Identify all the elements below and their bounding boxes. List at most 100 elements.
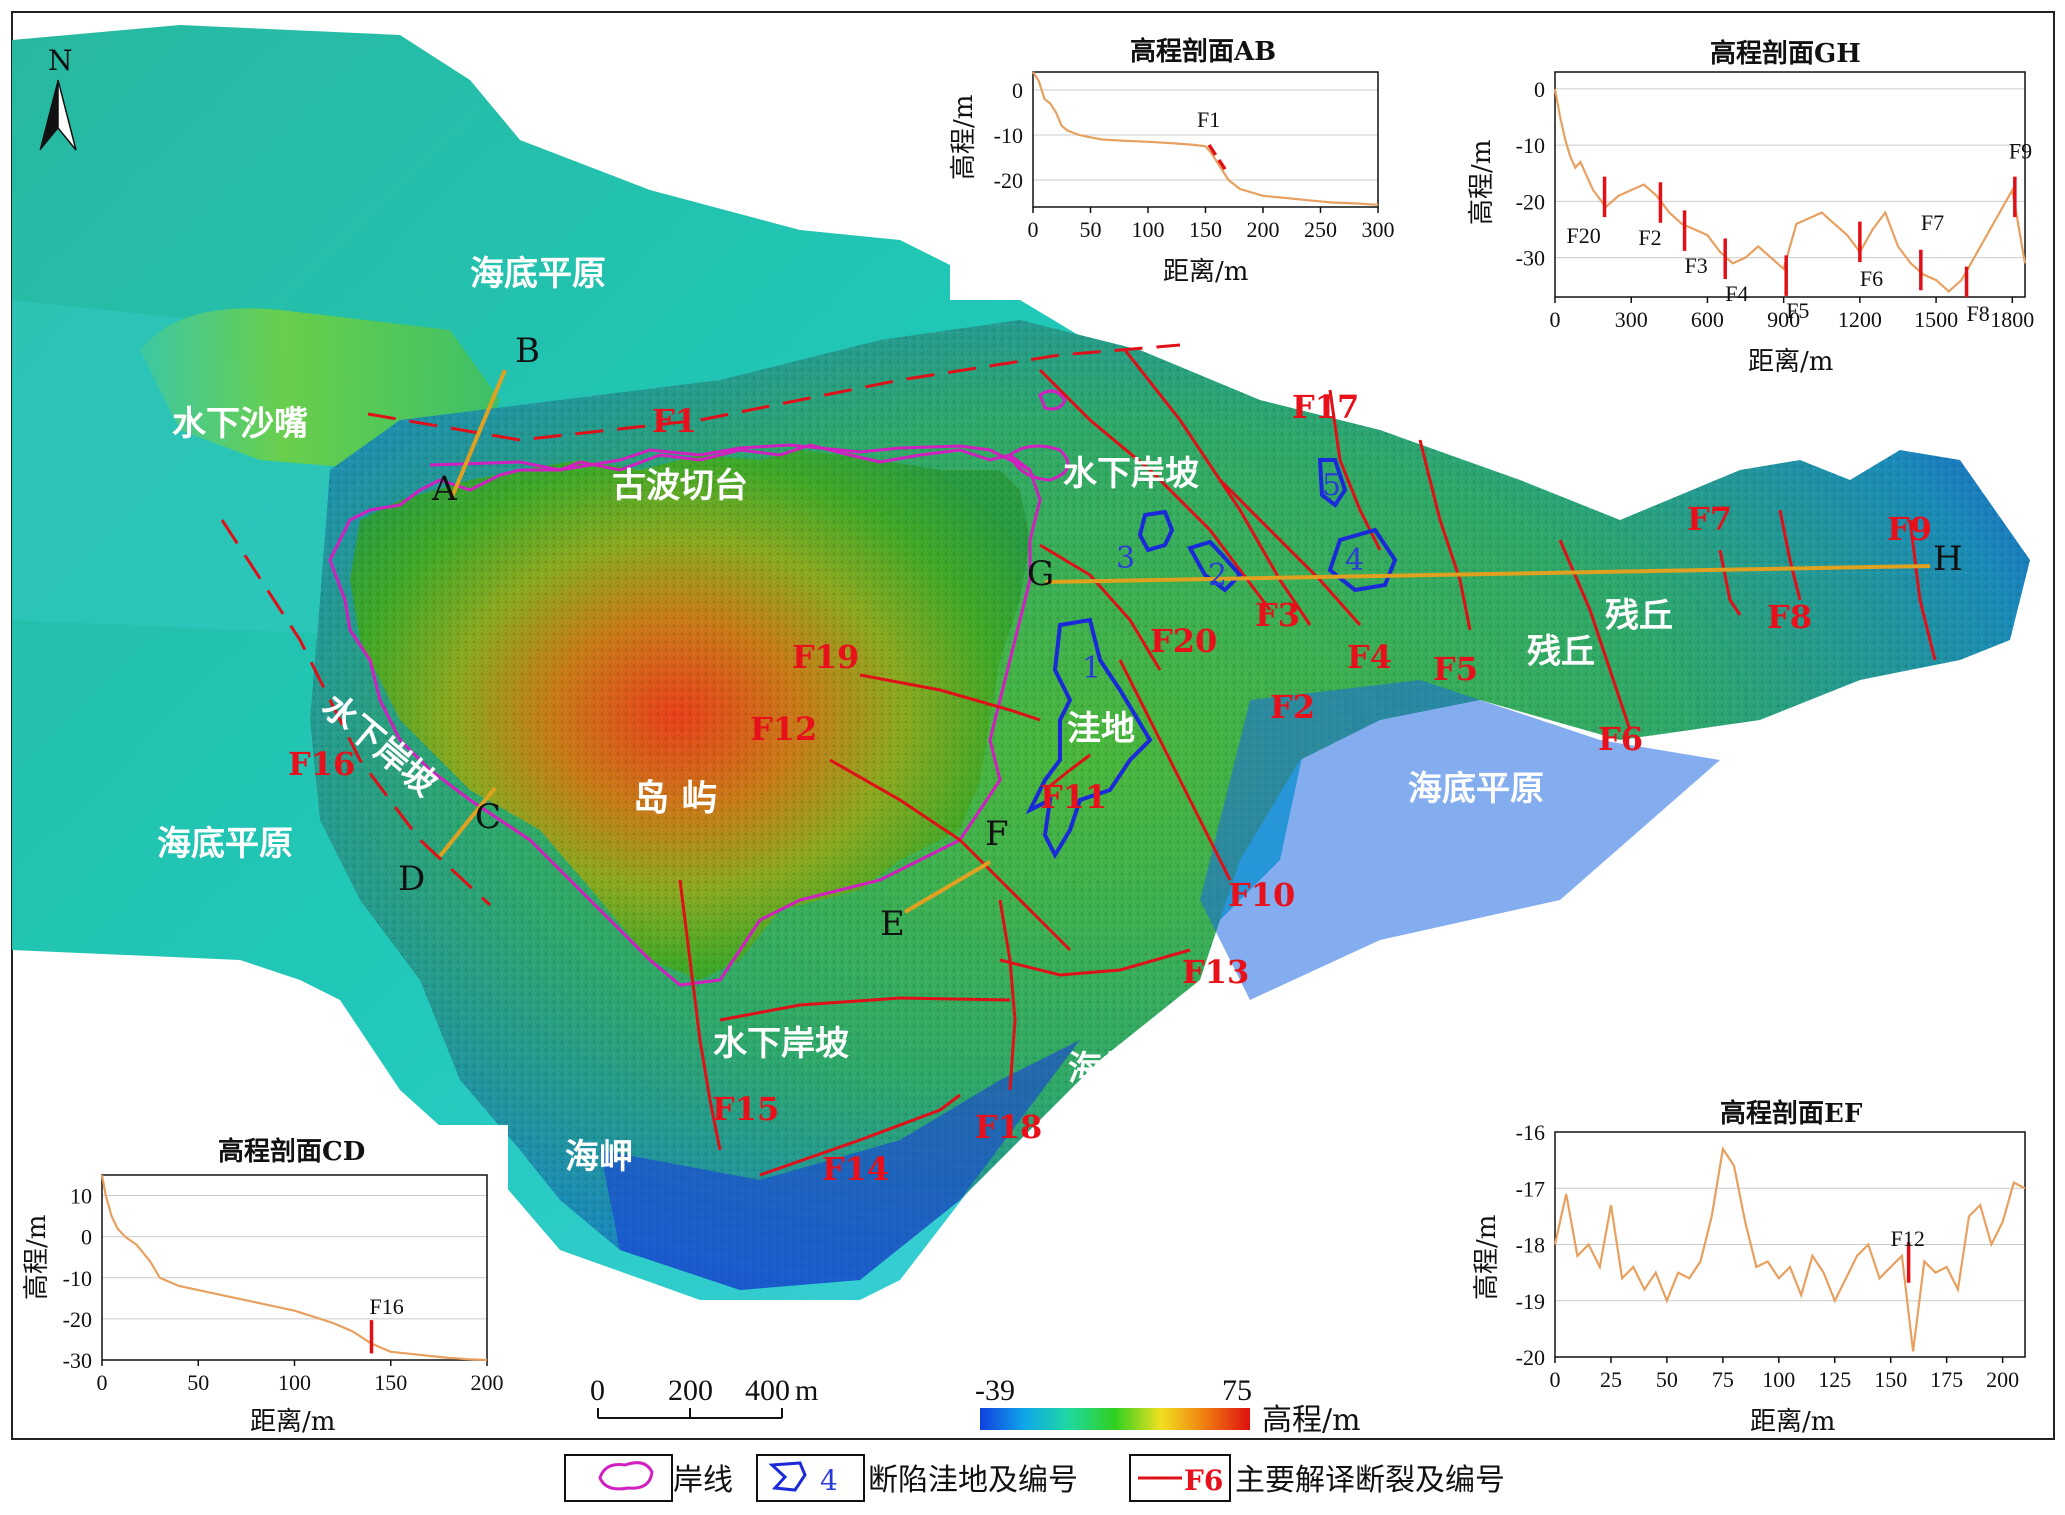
deep-basin-south [600,1040,1080,1290]
label-cape-south: 海岬 [1068,1049,1136,1089]
plot-frame-gh [1554,71,2026,298]
coastline-islet-1 [1008,444,1070,482]
inset-profile-cd: 高程剖面CD 距离/m 高程/m [18,1125,508,1437]
inset-profile-ab: 高程剖面AB 距离/m 高程/m [949,30,1410,300]
colorbar-max: 75 [1222,1374,1252,1407]
fault-f11 [1044,753,1091,792]
depression-2 [1187,539,1243,593]
chart-ef: -16 -17 -18 -19 -200 25 50 75 100 125 150 175 200 F12 [1516,1120,2026,1392]
elevation-colorbar: -39 75 高程/m [975,1374,1361,1438]
xtick-gh: 1500 [1914,307,1958,332]
label-plain-west: 海底平原 [157,824,293,864]
fault-label-f16: F16 [288,745,355,783]
north-label: N [48,44,73,77]
scale-bar: 0 200 400 m [590,1374,818,1419]
xtick-gh: 1200 [1838,307,1882,332]
fault-label-f7: F7 [1687,500,1732,538]
legend-coastline-label: 岸线 [673,1463,733,1498]
inset-gh-ylabel: 高程/m [1467,140,1497,225]
fault-label-f10: F10 [1228,876,1295,914]
island-texture [350,450,1030,980]
inset-gh-title: 高程剖面GH [1710,38,1861,69]
depression-label-5: 5 [1322,468,1341,503]
xtick-cd: 50 [187,1370,209,1395]
chart-gh: 0 -10 -20 -30 0 300 600 900 1200 1500 1800 F20 F2 F3 F… [1516,71,2034,332]
xtick-ab: 0 [1028,217,1039,242]
fault-f16 [220,519,492,907]
fault-label-f1: F1 [652,402,697,440]
fault-label-f13: F13 [1182,953,1249,991]
xtick-gh: 900 [1767,307,1800,332]
inset-gh-xlabel: 距离/m [1748,347,1833,377]
xtick-cd: 100 [278,1370,311,1395]
ytick-cd: -20 [63,1307,92,1332]
profile-fault-label-ab-f1: F1 [1197,107,1220,132]
depression-label-4: 4 [1345,543,1364,578]
fault-label-f18: F18 [975,1108,1042,1146]
depression-outlines [1025,458,1398,860]
legend-depression-number: 4 [820,1464,838,1497]
point-b: B [515,331,540,371]
fault-f7 [1718,549,1742,616]
fault-label-f17: F17 [1292,388,1359,426]
ytick-cd: 0 [81,1225,92,1250]
ytick-ab: -10 [994,123,1023,148]
label-plain-north: 海底平原 [470,254,606,294]
label-slope-south: 水下岸坡 [713,1024,849,1064]
xtick-gh: 0 [1550,307,1561,332]
xtick-gh: 300 [1615,307,1648,332]
profile-fault-label-gh-f6: F6 [1860,266,1883,291]
legend-depression-icon [768,1461,807,1492]
point-e: E [880,904,905,944]
profile-fault-label-gh-f9: F9 [2009,139,2032,164]
xtick-ef: 100 [1762,1367,1795,1392]
fault-f8 [1778,509,1802,601]
profile-fault-label-gh-f4: F4 [1725,281,1748,306]
fault-label-f6: F6 [1598,720,1643,758]
ytick-ef: -19 [1516,1289,1545,1314]
profile-fault-label-cd-f16: F16 [370,1294,404,1319]
xtick-cd: 200 [471,1370,504,1395]
depression-4 [1327,527,1398,593]
profile-fault-label-gh-f20: F20 [1567,223,1601,248]
fault-label-f4: F4 [1347,638,1392,676]
label-residual-1: 残丘 [1605,596,1673,636]
xtick-ab: 150 [1189,217,1222,242]
label-spit: 水下沙嘴 [172,404,308,444]
fault-label-f11: F11 [1040,778,1107,816]
inset-ef-ylabel: 高程/m [1472,1215,1502,1300]
inset-ab-ylabel: 高程/m [949,95,979,180]
ytick-ef: -18 [1516,1233,1545,1258]
legend-fault-number: F6 [1184,1464,1223,1497]
fault-f1 [367,343,1181,442]
fault-label-f8: F8 [1767,598,1812,636]
label-slope-ne: 水下岸坡 [1063,454,1199,494]
fault-f6 [1558,539,1632,731]
fault-label-f14: F14 [822,1150,889,1188]
inset-cd-ylabel: 高程/m [22,1215,52,1300]
depression-5 [1317,458,1348,508]
ytick-cd: -10 [63,1266,92,1291]
coastline-islet-2 [1038,389,1067,411]
xtick-gh: 600 [1691,307,1724,332]
section-point-labels: A B C D E F G H [398,331,1963,944]
section-cd [438,786,497,858]
coastline [328,443,1042,987]
xtick-ef: 150 [1874,1367,1907,1392]
ytick-gh: -20 [1516,189,1545,214]
fault-label-f20: F20 [1150,622,1217,660]
fault-f5 [1418,439,1472,631]
profile-line-ef [1553,1145,2026,1352]
fault-lines [220,343,1937,1177]
fault-f18-branch [719,996,1011,1022]
label-residual-2: 残丘 [1527,632,1595,672]
label-terrace: 古波切台 [612,466,748,506]
xtick-ab: 50 [1080,217,1102,242]
fault-f9 [1908,519,1937,661]
fault-f2 [1123,349,1312,626]
ytick-gh: -10 [1516,133,1545,158]
ytick-cd: 10 [70,1184,92,1209]
fault-f3 [1038,368,1272,611]
